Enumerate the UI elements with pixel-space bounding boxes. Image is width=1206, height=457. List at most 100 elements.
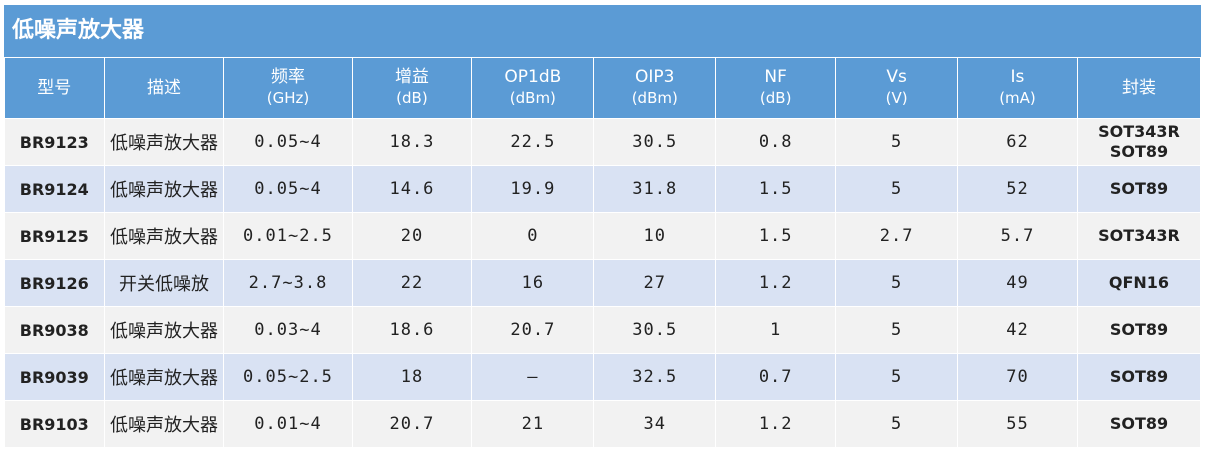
cell-vs: 5 xyxy=(835,306,959,354)
header-oip3: OIP3 (dBm) xyxy=(593,57,717,119)
cell-package: SOT343R SOT89 xyxy=(1076,118,1202,166)
cell-oip3: 10 xyxy=(593,212,717,260)
cell-description: 低噪声放大器 xyxy=(103,165,225,213)
cell-package: SOT89 xyxy=(1076,165,1202,213)
cell-model: BR9124 xyxy=(4,165,105,213)
cell-package: SOT89 xyxy=(1076,306,1202,354)
cell-is: 70 xyxy=(957,353,1078,401)
package-name: SOT89 xyxy=(1109,142,1169,161)
cell-gain: 18 xyxy=(351,353,473,401)
header-label: Vs xyxy=(886,67,907,87)
header-nf: NF (dB) xyxy=(715,57,837,119)
cell-op1db: 20.7 xyxy=(471,306,595,354)
cell-frequency: 0.05~4 xyxy=(223,118,353,166)
cell-op1db: 21 xyxy=(471,400,595,448)
cell-frequency: 0.03~4 xyxy=(223,306,353,354)
cell-vs: 5 xyxy=(835,118,959,166)
header-label: 封装 xyxy=(1121,77,1156,98)
header-unit: (dBm) xyxy=(509,89,556,107)
header-unit: (dB) xyxy=(759,89,792,107)
cell-gain: 20 xyxy=(351,212,473,260)
cell-vs: 5 xyxy=(835,400,959,448)
table-row: BR9125 低噪声放大器 0.01~2.5 20 0 10 1.5 2.7 5… xyxy=(4,212,1202,260)
header-label: OP1dB xyxy=(504,67,562,87)
package-name: SOT343R xyxy=(1098,122,1180,141)
cell-description: 低噪声放大器 xyxy=(103,400,225,448)
cell-frequency: 0.05~4 xyxy=(223,165,353,213)
header-vs: Vs (V) xyxy=(835,57,959,119)
cell-op1db: – xyxy=(471,353,595,401)
cell-vs: 5 xyxy=(835,259,959,307)
cell-oip3: 30.5 xyxy=(593,118,717,166)
header-label: Is xyxy=(1010,67,1025,87)
cell-nf: 1.5 xyxy=(715,165,837,213)
cell-gain: 20.7 xyxy=(351,400,473,448)
cell-is: 42 xyxy=(957,306,1078,354)
cell-is: 62 xyxy=(957,118,1078,166)
header-gain: 增益 (dB) xyxy=(351,57,473,119)
package-name: SOT89 xyxy=(1109,179,1169,198)
header-unit: (V) xyxy=(885,89,908,107)
package-name: SOT343R xyxy=(1098,226,1180,245)
cell-model: BR9126 xyxy=(4,259,105,307)
cell-op1db: 0 xyxy=(471,212,595,260)
cell-nf: 1.5 xyxy=(715,212,837,260)
cell-package: QFN16 xyxy=(1076,259,1202,307)
cell-is: 52 xyxy=(957,165,1078,213)
table-row: BR9126 开关低噪放 2.7~3.8 22 16 27 1.2 5 49 Q… xyxy=(4,259,1202,307)
header-label: 描述 xyxy=(147,77,182,98)
cell-is: 49 xyxy=(957,259,1078,307)
cell-op1db: 22.5 xyxy=(471,118,595,166)
product-table: 型号 描述 频率 (GHz) 增益 (dB) OP1dB (dBm) OIP3 (dBm… xyxy=(4,57,1202,448)
header-label: 频率 xyxy=(270,67,305,87)
lna-product-table-panel: 低噪声放大器 型号 描述 频率 (GHz) 增益 (dB) OP1dB (dBm) O… xyxy=(4,5,1202,448)
header-unit: (GHz) xyxy=(266,89,310,107)
cell-package: SOT89 xyxy=(1076,400,1202,448)
cell-nf: 1.2 xyxy=(715,259,837,307)
cell-is: 5.7 xyxy=(957,212,1078,260)
table-row: BR9039 低噪声放大器 0.05~2.5 18 – 32.5 0.7 5 7… xyxy=(4,353,1202,401)
cell-oip3: 34 xyxy=(593,400,717,448)
header-unit: (mA) xyxy=(999,89,1036,107)
cell-package: SOT89 xyxy=(1076,353,1202,401)
cell-description: 低噪声放大器 xyxy=(103,353,225,401)
cell-model: BR9125 xyxy=(4,212,105,260)
package-name: SOT89 xyxy=(1109,414,1169,433)
header-package: 封装 xyxy=(1076,57,1202,119)
cell-is: 55 xyxy=(957,400,1078,448)
cell-oip3: 31.8 xyxy=(593,165,717,213)
cell-nf: 1.2 xyxy=(715,400,837,448)
package-name: QFN16 xyxy=(1108,273,1170,292)
table-title: 低噪声放大器 xyxy=(4,5,1201,57)
cell-gain: 22 xyxy=(351,259,473,307)
cell-vs: 5 xyxy=(835,353,959,401)
header-row: 型号 描述 频率 (GHz) 增益 (dB) OP1dB (dBm) OIP3 (dBm… xyxy=(4,57,1202,119)
header-unit: (dBm) xyxy=(631,89,678,107)
table-row: BR9123 低噪声放大器 0.05~4 18.3 22.5 30.5 0.8 … xyxy=(4,118,1202,166)
cell-oip3: 27 xyxy=(593,259,717,307)
header-label: 型号 xyxy=(37,77,72,98)
cell-gain: 18.3 xyxy=(351,118,473,166)
cell-model: BR9123 xyxy=(4,118,105,166)
cell-nf: 0.7 xyxy=(715,353,837,401)
cell-gain: 14.6 xyxy=(351,165,473,213)
header-is: Is (mA) xyxy=(957,57,1078,119)
cell-model: BR9039 xyxy=(4,353,105,401)
cell-package: SOT343R xyxy=(1076,212,1202,260)
cell-op1db: 16 xyxy=(471,259,595,307)
header-description: 描述 xyxy=(103,57,225,119)
header-label: 增益 xyxy=(394,67,429,87)
cell-frequency: 0.01~4 xyxy=(223,400,353,448)
cell-model: BR9103 xyxy=(4,400,105,448)
header-unit: (dB) xyxy=(396,89,428,107)
cell-nf: 0.8 xyxy=(715,118,837,166)
header-op1db: OP1dB (dBm) xyxy=(471,57,595,119)
cell-gain: 18.6 xyxy=(351,306,473,354)
cell-oip3: 30.5 xyxy=(593,306,717,354)
cell-description: 低噪声放大器 xyxy=(103,212,225,260)
header-model: 型号 xyxy=(4,57,105,119)
cell-vs: 5 xyxy=(835,165,959,213)
cell-description: 低噪声放大器 xyxy=(103,118,225,166)
cell-oip3: 32.5 xyxy=(593,353,717,401)
cell-nf: 1 xyxy=(715,306,837,354)
